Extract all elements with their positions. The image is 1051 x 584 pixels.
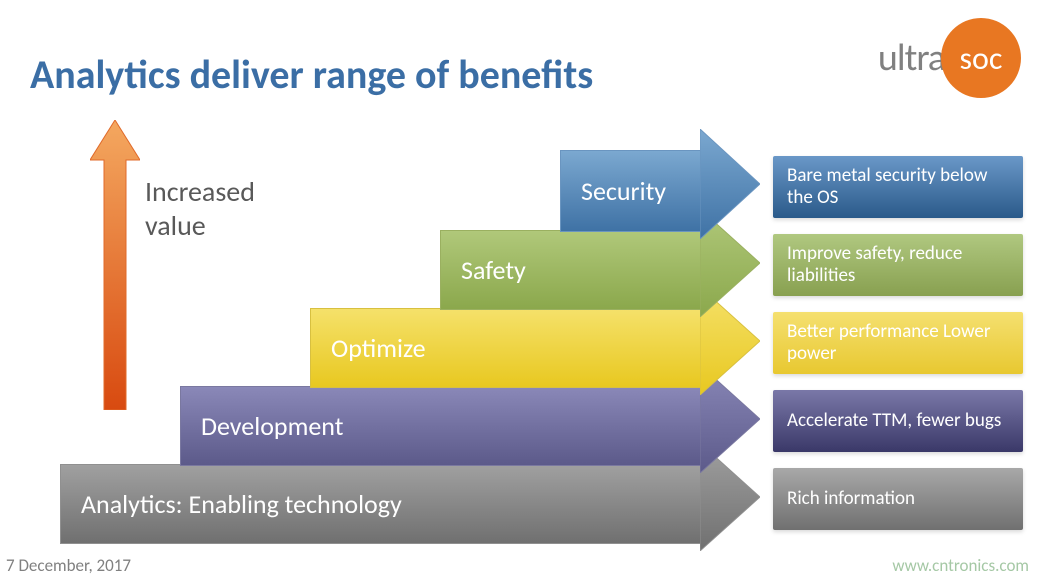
stair-safety: Safety	[440, 230, 760, 310]
benefit-box-2: Better performance Lower power	[773, 312, 1023, 374]
benefit-box-1: Improve safety, reduce liabilities	[773, 234, 1023, 296]
stair-security: Security	[560, 150, 760, 232]
stair-chart: Analytics: Enabling technologyDevelopmen…	[60, 130, 760, 540]
stair-label: Security	[560, 150, 700, 232]
stair-development: Development	[180, 386, 760, 466]
benefit-box-3: Accelerate TTM, fewer bugs	[773, 390, 1023, 452]
stair-label: Optimize	[310, 308, 700, 388]
stair-analytics-enabling-technology: Analytics: Enabling technology	[60, 464, 760, 544]
arrow-head-icon	[700, 129, 760, 239]
logo-circle: soc	[941, 18, 1021, 98]
logo: ultra soc	[878, 18, 1021, 98]
stair-label: Analytics: Enabling technology	[60, 464, 700, 544]
benefit-box-0: Bare metal security below the OS	[773, 156, 1023, 218]
logo-text-left: ultra	[878, 35, 945, 81]
page-title: Analytics deliver range of benefits	[30, 50, 593, 99]
benefit-box-4: Rich information	[773, 468, 1023, 530]
footer-url: www.cntronics.com	[892, 555, 1029, 576]
stair-optimize: Optimize	[310, 308, 760, 388]
stair-label: Development	[180, 386, 700, 466]
stair-label: Safety	[440, 230, 700, 310]
footer-date: 7 December, 2017	[6, 555, 131, 576]
